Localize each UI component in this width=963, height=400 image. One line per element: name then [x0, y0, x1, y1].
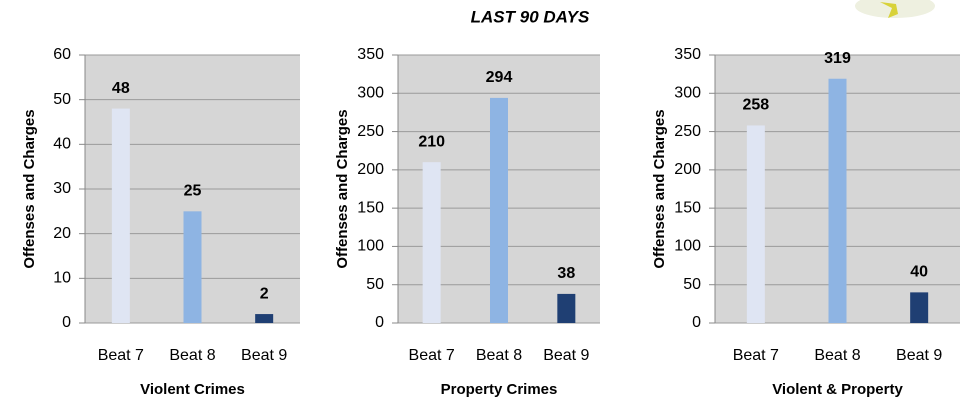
y-tick-label: 150: [674, 199, 701, 216]
data-label: 210: [418, 133, 445, 150]
y-axis-title: Offenses and Charges: [21, 109, 38, 268]
x-tick-label: Beat 8: [814, 347, 860, 364]
y-tick-label: 50: [683, 276, 701, 293]
bar: [490, 98, 508, 323]
bar: [829, 79, 847, 323]
x-tick-label: Beat 9: [896, 347, 942, 364]
bar: [112, 109, 130, 323]
bar: [557, 294, 575, 323]
y-tick-label: 350: [674, 46, 701, 63]
x-tick-label: Beat 9: [241, 347, 287, 364]
x-tick-label: Beat 7: [733, 347, 779, 364]
y-tick-label: 250: [674, 123, 701, 140]
y-tick-label: 0: [692, 314, 701, 331]
y-tick-label: 250: [357, 123, 384, 140]
y-tick-label: 40: [53, 136, 71, 153]
data-label: 319: [824, 50, 851, 67]
bar: [423, 162, 441, 323]
x-tick-label: Beat 7: [98, 347, 144, 364]
x-tick-label: Beat 9: [543, 347, 589, 364]
y-tick-label: 100: [674, 238, 701, 255]
y-tick-label: 100: [357, 238, 384, 255]
y-tick-label: 300: [357, 85, 384, 102]
data-label: 294: [486, 69, 513, 86]
x-tick-label: Beat 8: [476, 347, 522, 364]
x-axis-title: Property Crimes: [441, 381, 558, 398]
y-tick-label: 0: [62, 314, 71, 331]
decoration: [855, 0, 935, 18]
y-tick-label: 350: [357, 46, 384, 63]
y-tick-label: 60: [53, 46, 71, 63]
x-tick-label: Beat 8: [169, 347, 215, 364]
y-tick-label: 0: [375, 314, 384, 331]
y-tick-label: 10: [53, 270, 71, 287]
data-label: 258: [742, 97, 769, 114]
data-label: 40: [910, 264, 928, 281]
data-label: 48: [112, 80, 130, 97]
bar: [910, 292, 928, 323]
y-tick-label: 50: [366, 276, 384, 293]
y-tick-label: 20: [53, 225, 71, 242]
x-axis-title: Violent & Property: [772, 381, 903, 398]
y-tick-label: 150: [357, 199, 384, 216]
bar: [184, 211, 202, 323]
bar: [747, 125, 765, 323]
dashboard: LAST 90 DAYS 010203040506048Beat 725Beat…: [0, 0, 963, 400]
y-tick-label: 300: [674, 85, 701, 102]
page-title: LAST 90 DAYS: [471, 7, 590, 26]
y-tick-label: 50: [53, 91, 71, 108]
data-label: 25: [184, 183, 202, 200]
y-tick-label: 30: [53, 180, 71, 197]
data-label: 38: [557, 265, 575, 282]
x-axis-title: Violent Crimes: [140, 381, 245, 398]
bar: [255, 314, 273, 323]
x-tick-label: Beat 7: [409, 347, 455, 364]
y-axis-title: Offenses and Charges: [334, 109, 351, 268]
y-tick-label: 200: [674, 161, 701, 178]
data-label: 2: [260, 285, 269, 302]
y-tick-label: 200: [357, 161, 384, 178]
y-axis-title: Offenses and Charges: [651, 109, 668, 268]
